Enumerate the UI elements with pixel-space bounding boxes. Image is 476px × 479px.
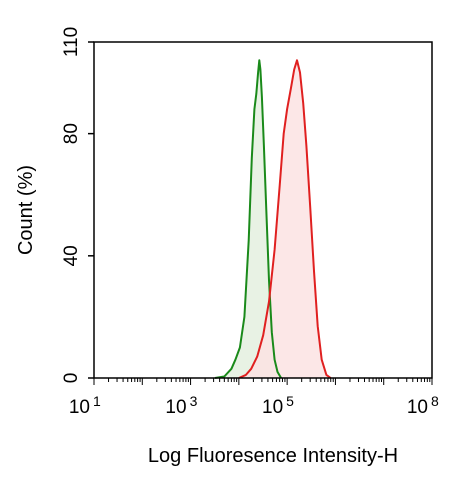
x-axis-title: Log Fluoresence Intensity-H bbox=[148, 445, 398, 467]
y-tick-label: 110 bbox=[61, 27, 82, 57]
y-tick-label: 80 bbox=[61, 123, 82, 144]
x-tick-label-base: 10 bbox=[165, 397, 186, 418]
y-axis-title: Count (%) bbox=[15, 165, 37, 255]
x-tick-label-base: 10 bbox=[407, 397, 428, 418]
y-tick-label: 40 bbox=[61, 245, 82, 266]
y-tick-label: 0 bbox=[61, 373, 82, 384]
x-tick-label-exp: 1 bbox=[93, 393, 101, 409]
x-tick-label-exp: 5 bbox=[286, 393, 294, 409]
y-ticks: 0 40 80 110 bbox=[61, 27, 94, 383]
x-ticks: 10 1 10 3 10 5 10 8 bbox=[69, 378, 439, 418]
x-tick-label-exp: 8 bbox=[431, 393, 439, 409]
x-tick-label-exp: 3 bbox=[190, 393, 198, 409]
series-1-line bbox=[214, 59, 282, 379]
axes-layer bbox=[93, 41, 433, 379]
series-2-line bbox=[238, 59, 332, 379]
x-tick-label-base: 10 bbox=[262, 397, 283, 418]
x-tick-label-base: 10 bbox=[69, 397, 90, 418]
series-layer bbox=[214, 59, 332, 379]
series-2-area bbox=[238, 60, 331, 379]
plot-frame bbox=[93, 41, 433, 379]
series-1-area bbox=[215, 60, 282, 379]
